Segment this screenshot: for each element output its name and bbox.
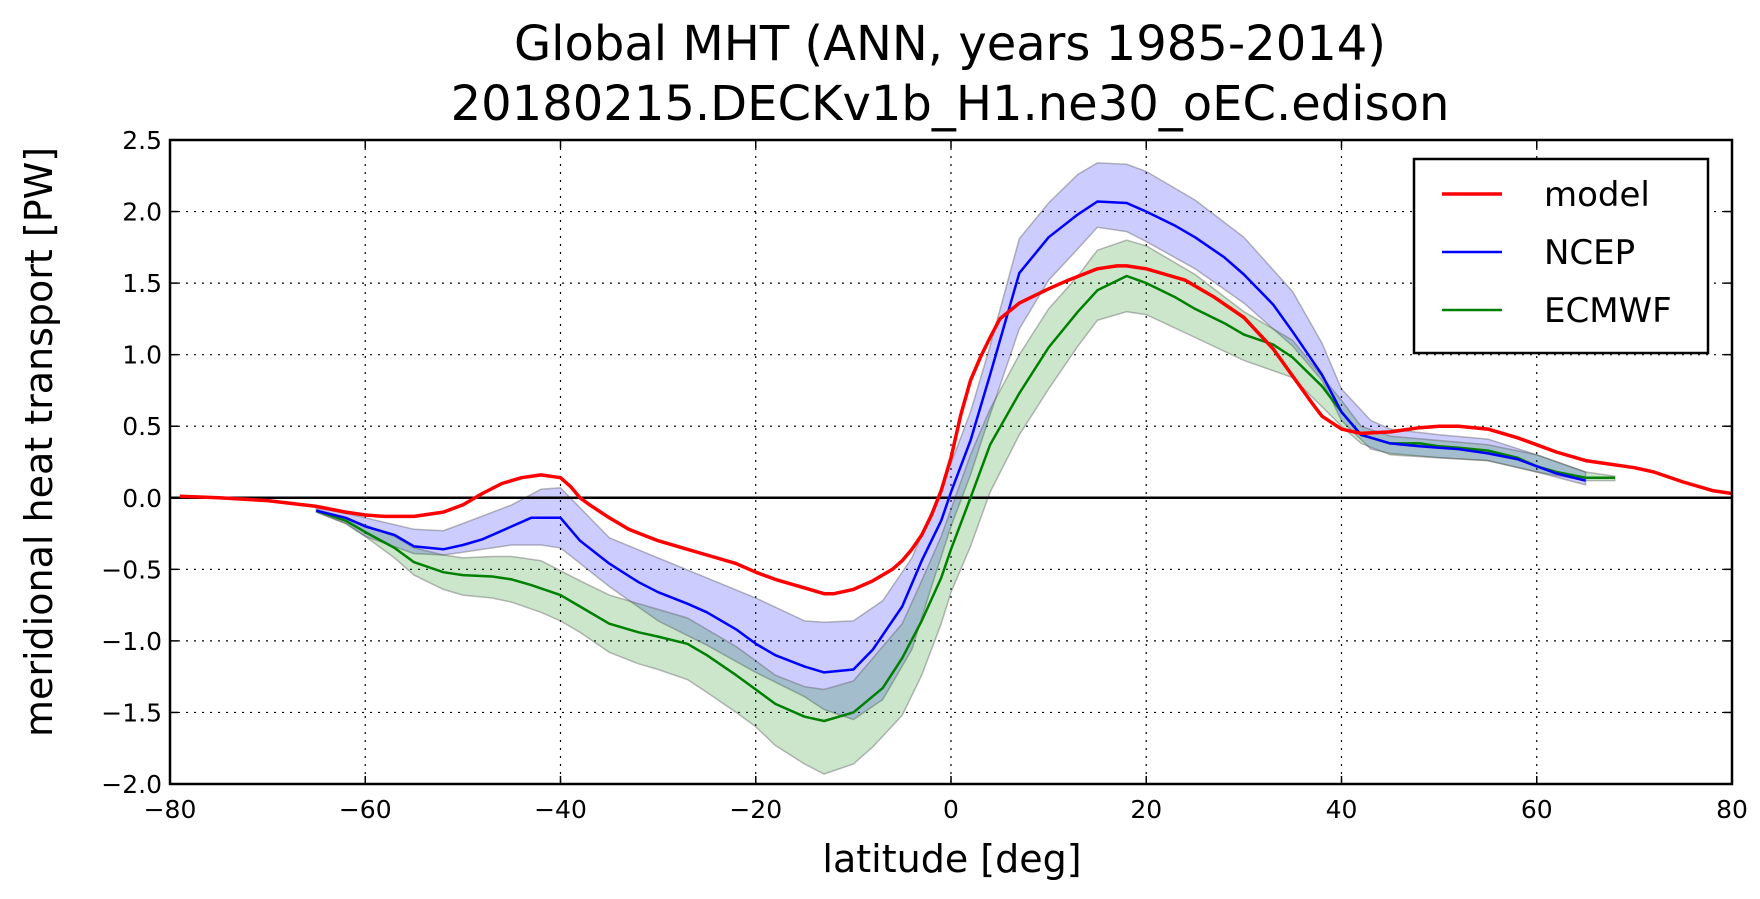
x-tick-label: 20 [1130, 795, 1162, 824]
chart-title-line-1: Global MHT (ANN, years 1985-2014) [514, 16, 1386, 72]
legend: model NCEP ECMWF [1412, 157, 1710, 355]
x-tick-label: −20 [729, 795, 782, 824]
x-tick-label: −40 [534, 795, 587, 824]
x-axis-label: latitude [deg] [822, 837, 1081, 881]
x-tick-label: 80 [1716, 795, 1748, 824]
y-tick-label: 0.0 [122, 484, 162, 513]
y-tick-label: −0.5 [101, 555, 162, 584]
y-tick-label: 2.0 [122, 198, 162, 227]
axis-ticks: −80 −60 −40 −20 0 20 40 60 80 2.5 2.0 1.5 1.0 0.5 0.0 −… [101, 126, 1748, 824]
y-tick-label: 2.5 [122, 126, 162, 155]
series-lines [179, 200, 1733, 723]
y-tick-label: 0.5 [122, 412, 162, 441]
series-line-ncep [316, 200, 1586, 674]
legend-label-ncep: NCEP [1544, 233, 1635, 273]
y-tick-label: −1.5 [101, 698, 162, 727]
y-tick-label: 1.0 [122, 341, 162, 370]
chart-title-line-2: 20180215.DECKv1b_H1.ne30_oEC.edison [451, 76, 1450, 132]
legend-label-model: model [1544, 175, 1650, 215]
x-tick-label: −60 [339, 795, 392, 824]
legend-box [1412, 157, 1710, 355]
y-tick-label: −2.0 [101, 770, 162, 799]
x-tick-label: −80 [144, 795, 197, 824]
x-tick-label: 0 [943, 795, 959, 824]
x-tick-label: 40 [1326, 795, 1358, 824]
series-line-model [179, 264, 1733, 596]
legend-label-ecmwf: ECMWF [1544, 291, 1672, 331]
y-tick-label: 1.5 [122, 269, 162, 298]
y-tick-label: −1.0 [101, 627, 162, 656]
x-tick-label: 60 [1521, 795, 1553, 824]
y-axis-label: meridional heat transport [PW] [17, 147, 61, 737]
